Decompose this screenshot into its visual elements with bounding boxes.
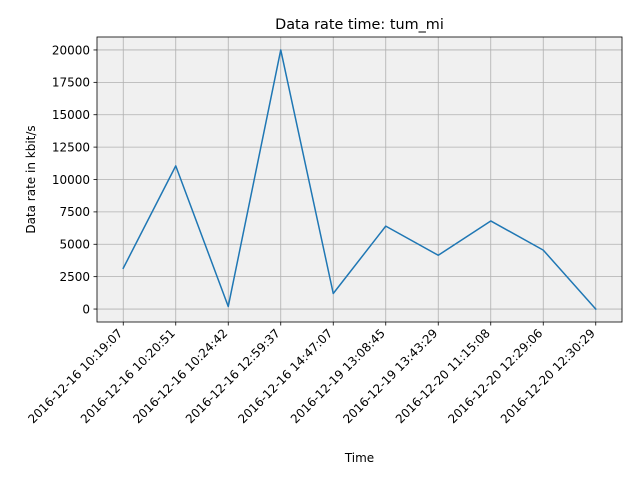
y-tick-label: 10000 [52, 173, 90, 187]
x-tick-label: 2016-12-16 12:59:37 [183, 326, 283, 426]
y-tick-label: 20000 [52, 43, 90, 57]
x-tick-label: 2016-12-20 12:29:06 [445, 326, 545, 426]
x-axis-label: Time [344, 451, 374, 465]
x-tick-label: 2016-12-16 10:20:51 [78, 326, 178, 426]
series-layer [122, 49, 597, 311]
x-tick-label: 2016-12-20 11:15:08 [393, 326, 493, 426]
x-tick-label: 2016-12-19 13:08:45 [288, 326, 388, 426]
x-tick-label: 2016-12-20 12:30:29 [498, 326, 598, 426]
y-tick-label: 12500 [52, 140, 90, 154]
grid [97, 37, 622, 322]
x-tick-label: 2016-12-16 10:19:07 [25, 326, 125, 426]
chart-title: Data rate time: tum_mi [275, 17, 444, 33]
x-tick-label: 2016-12-16 14:47:07 [235, 326, 335, 426]
y-tick-label: 17500 [52, 76, 90, 90]
x-tick-label: 2016-12-16 10:24:42 [130, 326, 230, 426]
series-line [122, 49, 597, 311]
y-tick-label: 7500 [59, 205, 90, 219]
y-tick-label: 2500 [59, 270, 90, 284]
plot-area [96, 36, 623, 323]
y-axis-label: Data rate in kbit/s [24, 125, 38, 233]
y-tick-label: 5000 [59, 238, 90, 252]
x-tick-label: 2016-12-19 13:43:29 [340, 326, 440, 426]
y-tick-label: 15000 [52, 108, 90, 122]
y-tick-label: 0 [82, 302, 90, 316]
y-axis: 0 2500 5000 7500 10000 12500 15000 17500 20000 [52, 43, 97, 316]
